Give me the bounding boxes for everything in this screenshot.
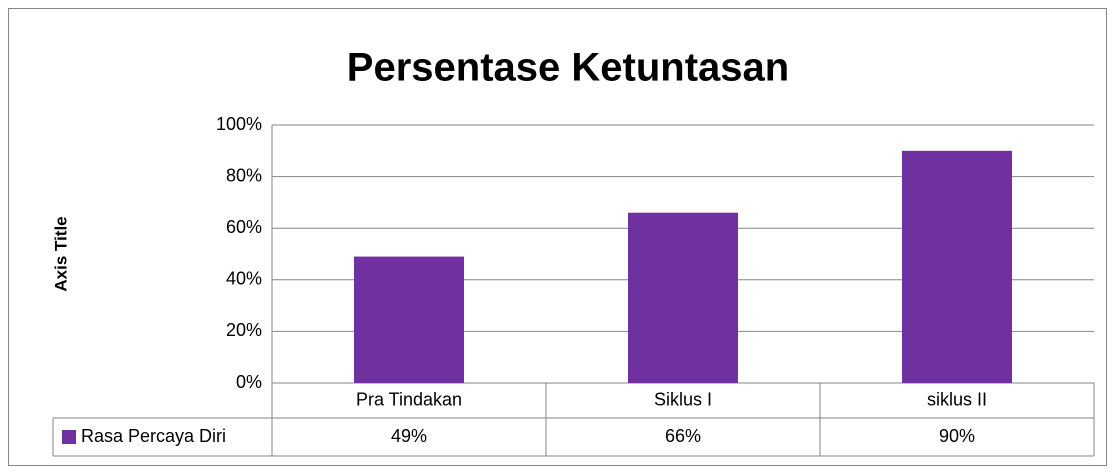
y-tick-label: 40%	[226, 269, 262, 289]
bar	[902, 150, 1012, 383]
bar	[628, 212, 738, 383]
x-tick-label: Pra Tindakan	[356, 389, 462, 409]
data-table-value: 49%	[391, 426, 427, 446]
data-table-value: 66%	[665, 426, 701, 446]
data-table-value: 90%	[939, 426, 975, 446]
legend-swatch	[62, 430, 76, 444]
y-tick-label: 80%	[226, 165, 262, 185]
legend-label: Rasa Percaya Diri	[81, 426, 226, 446]
y-axis-title: Axis Title	[51, 216, 70, 291]
x-tick-label: siklus II	[927, 389, 987, 409]
y-tick-label: 20%	[226, 320, 262, 340]
y-tick-label: 0%	[236, 372, 262, 392]
bar	[354, 256, 464, 383]
chart-title: Persentase Ketuntasan	[347, 46, 789, 90]
y-tick-label: 60%	[226, 217, 262, 237]
y-tick-label: 100%	[216, 114, 262, 134]
x-tick-label: Siklus I	[654, 389, 712, 409]
